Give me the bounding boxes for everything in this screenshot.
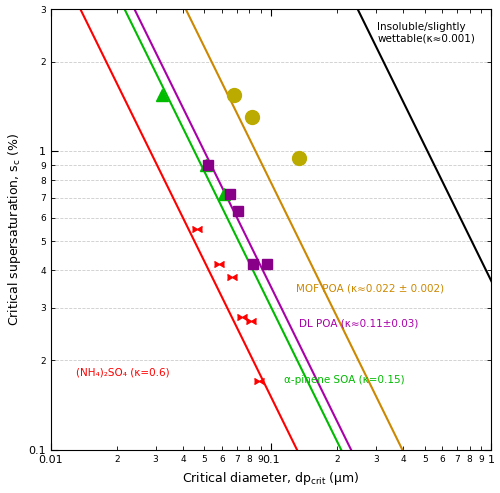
Y-axis label: Critical supersaturation, s$_\mathregular{c}$ (%): Critical supersaturation, s$_\mathregula… [6,133,22,326]
Text: (NH₄)₂SO₄ (κ=0.6): (NH₄)₂SO₄ (κ=0.6) [76,367,170,378]
Text: α-pinene SOA (κ=0.15): α-pinene SOA (κ=0.15) [284,375,405,385]
X-axis label: Critical diameter, dp$_\mathregular{crit}$ (μm): Critical diameter, dp$_\mathregular{crit… [182,470,360,488]
Text: Insoluble/slightly
wettable(κ≈0.001): Insoluble/slightly wettable(κ≈0.001) [378,22,476,43]
Text: DL POA (κ≈0.11±0.03): DL POA (κ≈0.11±0.03) [300,318,419,329]
Text: MOF POA (κ≈0.022 ± 0.002): MOF POA (κ≈0.022 ± 0.002) [296,283,444,293]
